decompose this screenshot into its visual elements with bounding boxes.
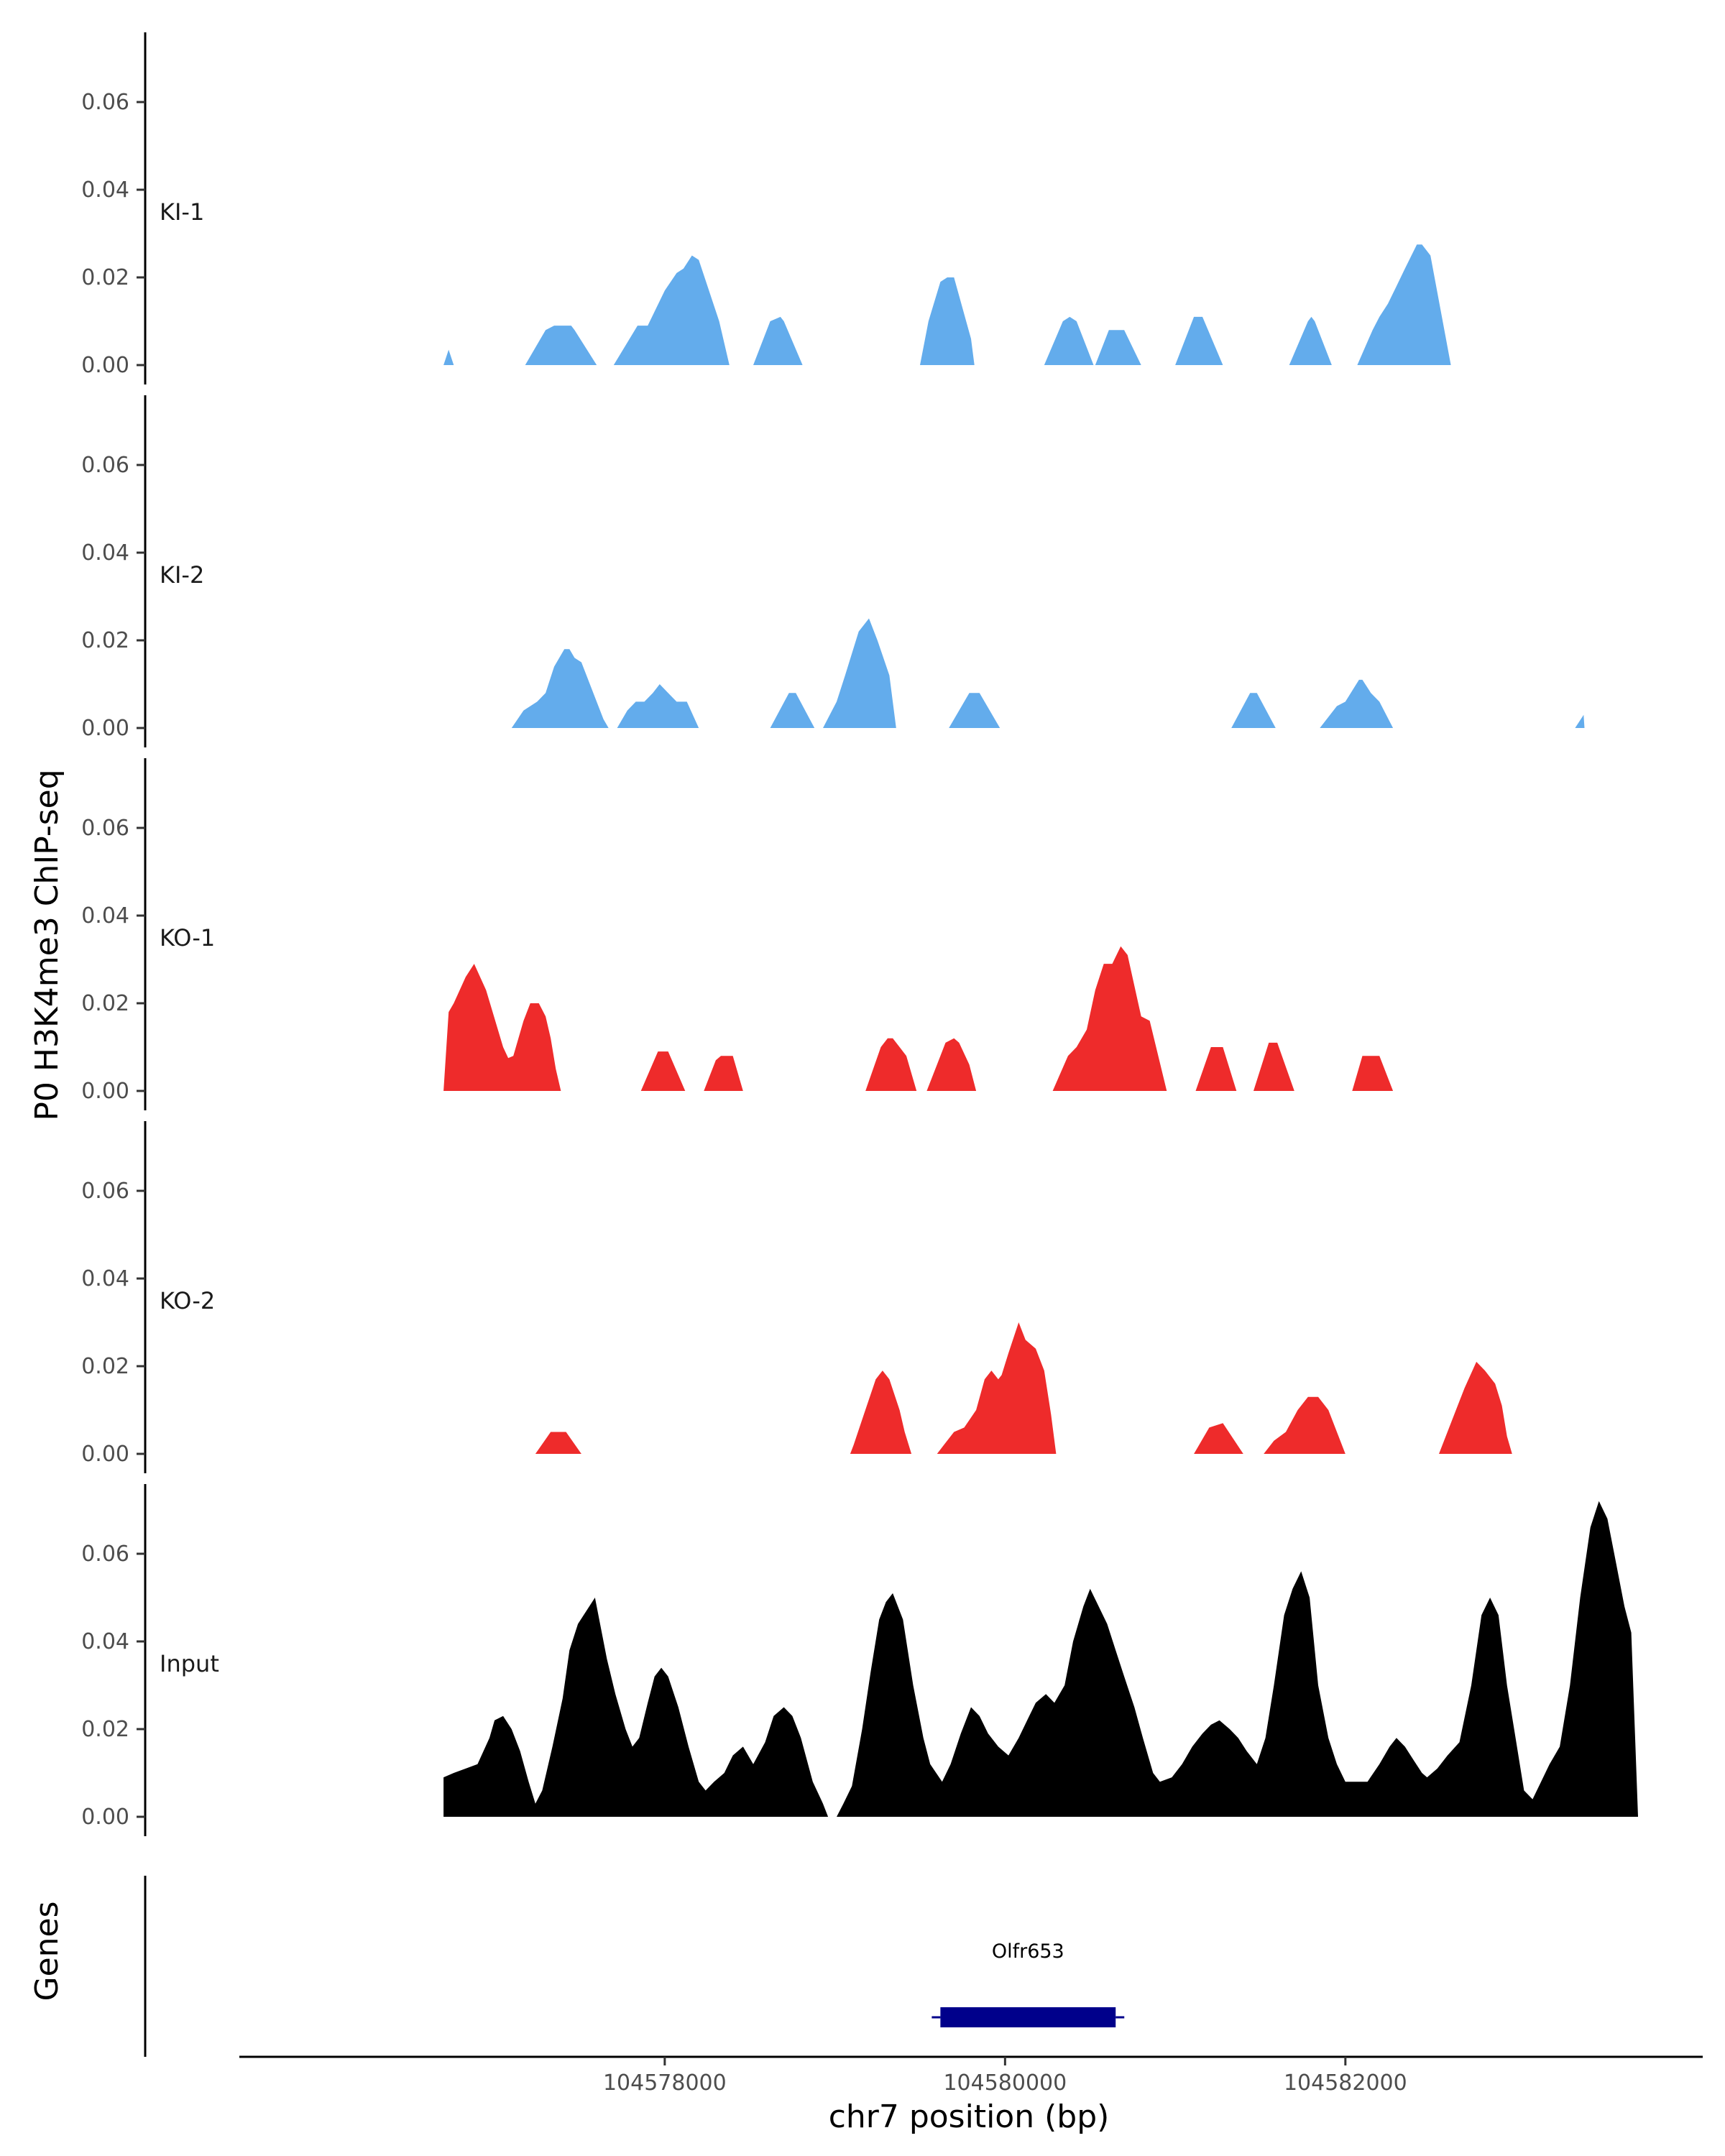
y-tick-label: 0.06 xyxy=(81,1542,129,1567)
coverage-area-ko-2 xyxy=(535,1322,1512,1454)
track-input: 0.00 0.02 0.04 0.06 Input xyxy=(81,1484,1638,1836)
coverage-area-ki-2 xyxy=(511,618,1585,728)
coverage-area-ki-1 xyxy=(443,244,1451,365)
x-tick-label: 104582000 xyxy=(1284,2070,1407,2096)
genes-track: Olfr653 xyxy=(144,1876,1125,2057)
x-axis-title: chr7 position (bp) xyxy=(829,2099,1110,2135)
y-axis-title: P0 H3K4me3 ChIP-seq xyxy=(29,769,65,1120)
y-tick-label: 0.00 xyxy=(81,1079,129,1104)
y-tick-label: 0.04 xyxy=(81,903,129,929)
x-axis: 104578000 104580000 104582000 xyxy=(239,2055,1703,2096)
track-label-ko-2: KO-2 xyxy=(160,1287,215,1314)
track-label-ki-1: KI-1 xyxy=(160,198,204,226)
y-tick-label: 0.06 xyxy=(81,1179,129,1204)
x-tick-label: 104580000 xyxy=(943,2070,1067,2096)
coverage-tracks: 0.00 0.02 0.04 0.06 KI-1 0.00 0.02 0.04 0.06 KI-2… xyxy=(81,32,1638,1836)
track-ki-1: 0.00 0.02 0.04 0.06 KI-1 xyxy=(81,32,1451,384)
y-tick-label: 0.02 xyxy=(81,628,129,653)
y-tick-label: 0.00 xyxy=(81,1442,129,1467)
y-tick-label: 0.02 xyxy=(81,1354,129,1379)
gene-body xyxy=(940,2007,1116,2027)
y-tick-label: 0.00 xyxy=(81,353,129,378)
y-tick-label: 0.02 xyxy=(81,265,129,290)
y-tick-label: 0.06 xyxy=(81,453,129,478)
y-tick-label: 0.00 xyxy=(81,1805,129,1830)
track-label-ki-2: KI-2 xyxy=(160,561,204,589)
y-tick-label: 0.06 xyxy=(81,816,129,841)
y-tick-label: 0.04 xyxy=(81,1629,129,1654)
x-tick-label: 104578000 xyxy=(603,2070,727,2096)
track-label-input: Input xyxy=(160,1650,219,1677)
y-tick-label: 0.04 xyxy=(81,178,129,203)
coverage-area-ko-1 xyxy=(443,946,1394,1091)
y-tick-label: 0.00 xyxy=(81,716,129,741)
y-tick-label: 0.04 xyxy=(81,1266,129,1291)
y-tick-label: 0.02 xyxy=(81,1717,129,1742)
coverage-area-input xyxy=(443,1501,1638,1817)
track-ko-2: 0.00 0.02 0.04 0.06 KO-2 xyxy=(81,1121,1512,1473)
y-tick-label: 0.06 xyxy=(81,90,129,115)
track-ko-1: 0.00 0.02 0.04 0.06 KO-1 xyxy=(81,758,1394,1110)
gene-label: Olfr653 xyxy=(992,1940,1064,1963)
y-tick-label: 0.02 xyxy=(81,991,129,1016)
genes-track-title: Genes xyxy=(29,1901,65,2001)
y-tick-label: 0.04 xyxy=(81,540,129,566)
track-label-ko-1: KO-1 xyxy=(160,924,215,952)
track-ki-2: 0.00 0.02 0.04 0.06 KI-2 xyxy=(81,395,1585,747)
